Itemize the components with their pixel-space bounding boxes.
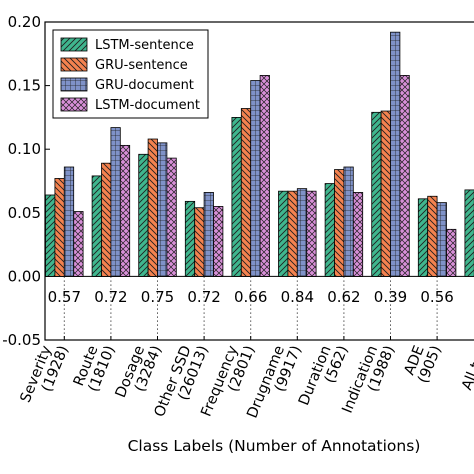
score-label: 0.39 — [374, 288, 407, 306]
legend-label: GRU-sentence — [95, 58, 188, 73]
bar — [194, 207, 205, 277]
bar — [63, 166, 75, 277]
bar — [436, 202, 447, 277]
bar — [250, 80, 261, 277]
bar — [380, 110, 391, 277]
y-tick-label: 0.15 — [8, 77, 41, 95]
bar — [119, 144, 131, 277]
bar — [54, 178, 65, 277]
bar — [45, 194, 56, 277]
legend-label: GRU-document — [95, 78, 194, 93]
bar — [147, 138, 158, 277]
score-label: 0.75 — [141, 288, 174, 306]
bar — [73, 211, 84, 277]
y-tick-label: 0.10 — [8, 140, 41, 158]
y-tick-label: 0.00 — [8, 267, 41, 285]
bar — [184, 200, 196, 277]
bar — [278, 190, 289, 277]
bar — [464, 189, 474, 277]
legend-swatch — [60, 37, 88, 52]
score-label: 0.57 — [48, 288, 81, 306]
bar — [296, 188, 308, 277]
y-tick-label: 0.05 — [8, 204, 41, 222]
bar — [101, 162, 112, 277]
bar — [287, 190, 298, 277]
category-label: All tag — [459, 344, 474, 393]
bar — [334, 169, 345, 277]
bar — [371, 111, 382, 277]
bar — [110, 127, 121, 277]
y-tick-label: 0.20 — [8, 13, 41, 31]
bar — [324, 183, 335, 277]
bar — [240, 108, 252, 277]
bar — [446, 228, 457, 277]
bar — [399, 75, 410, 277]
legend-label: LSTM-sentence — [95, 38, 194, 53]
bar — [91, 175, 102, 277]
score-label: 0.56 — [420, 288, 453, 306]
bar — [157, 142, 168, 277]
legend: LSTM-sentence GRU-sentence GRU-document LST… — [52, 29, 209, 119]
bar — [231, 117, 242, 277]
score-label: 0.72 — [187, 288, 220, 306]
score-label: 0.62 — [327, 288, 360, 306]
y-tick-label: -0.05 — [2, 331, 41, 349]
legend-swatch — [60, 77, 88, 92]
bar — [203, 192, 214, 277]
bar — [417, 198, 429, 277]
bar — [343, 166, 354, 277]
bar — [306, 190, 317, 277]
score-label: 0.84 — [281, 288, 314, 306]
score-label: 0.72 — [94, 288, 127, 306]
score-label: 0.66 — [234, 288, 267, 306]
legend-swatch — [60, 57, 88, 72]
bar — [390, 31, 401, 277]
x-axis-label: Class Labels (Number of Annotations) — [128, 437, 421, 455]
bar — [352, 192, 364, 277]
bar — [138, 153, 149, 277]
legend-label: LSTM-document — [95, 98, 200, 113]
bar — [166, 157, 177, 277]
bar — [213, 206, 224, 277]
plot-frame — [44, 21, 474, 341]
bar — [259, 75, 270, 277]
legend-swatch — [60, 97, 88, 112]
bar — [427, 195, 438, 277]
